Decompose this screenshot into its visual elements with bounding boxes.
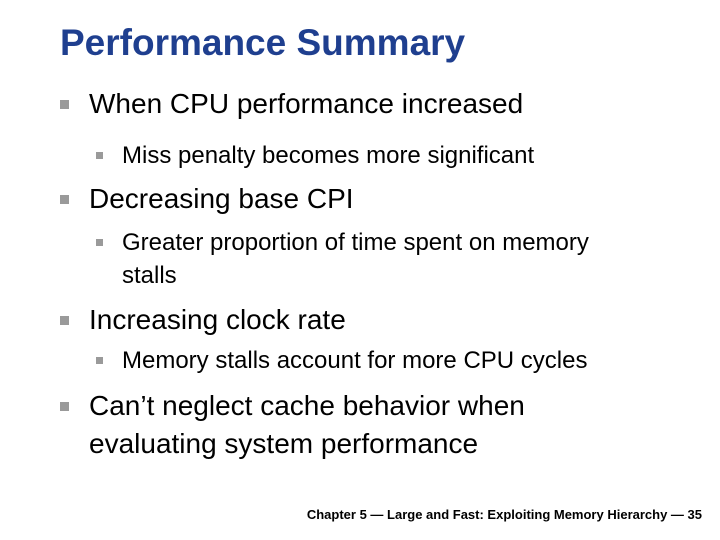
square-bullet-icon (60, 316, 69, 325)
sub-bullet-item: Greater proportion of time spent on memo… (96, 226, 589, 292)
bullet-text: Decreasing base CPI (89, 183, 354, 214)
square-bullet-icon (96, 357, 103, 364)
slide-title: Performance Summary (60, 22, 466, 63)
square-bullet-icon (60, 100, 69, 109)
sub-bullet-text-line-2: stalls (122, 262, 177, 289)
sub-bullet-text: Memory stalls account for more CPU cycle… (122, 347, 588, 374)
bullet-text: Increasing clock rate (89, 304, 346, 335)
bullet-item: Can’t neglect cache behavior when evalua… (60, 387, 525, 463)
bullet-item: When CPU performance increased (60, 85, 523, 123)
bullet-item: Decreasing base CPI (60, 180, 354, 218)
sub-bullet-item: Miss penalty becomes more significant (96, 139, 534, 172)
bullet-text: When CPU performance increased (89, 88, 524, 119)
bullet-text-line-2: evaluating system performance (89, 428, 479, 459)
bullet-item: Increasing clock rate (60, 301, 346, 339)
slide-footer: Chapter 5 — Large and Fast: Exploiting M… (306, 507, 702, 522)
sub-bullet-text: Miss penalty becomes more significant (122, 142, 535, 169)
sub-bullet-item: Memory stalls account for more CPU cycle… (96, 344, 587, 377)
square-bullet-icon (96, 152, 103, 159)
square-bullet-icon (96, 239, 103, 246)
square-bullet-icon (60, 402, 69, 411)
bullet-text-line-1: Can’t neglect cache behavior when (89, 390, 525, 421)
square-bullet-icon (60, 195, 69, 204)
sub-bullet-text-line-1: Greater proportion of time spent on memo… (122, 229, 589, 256)
